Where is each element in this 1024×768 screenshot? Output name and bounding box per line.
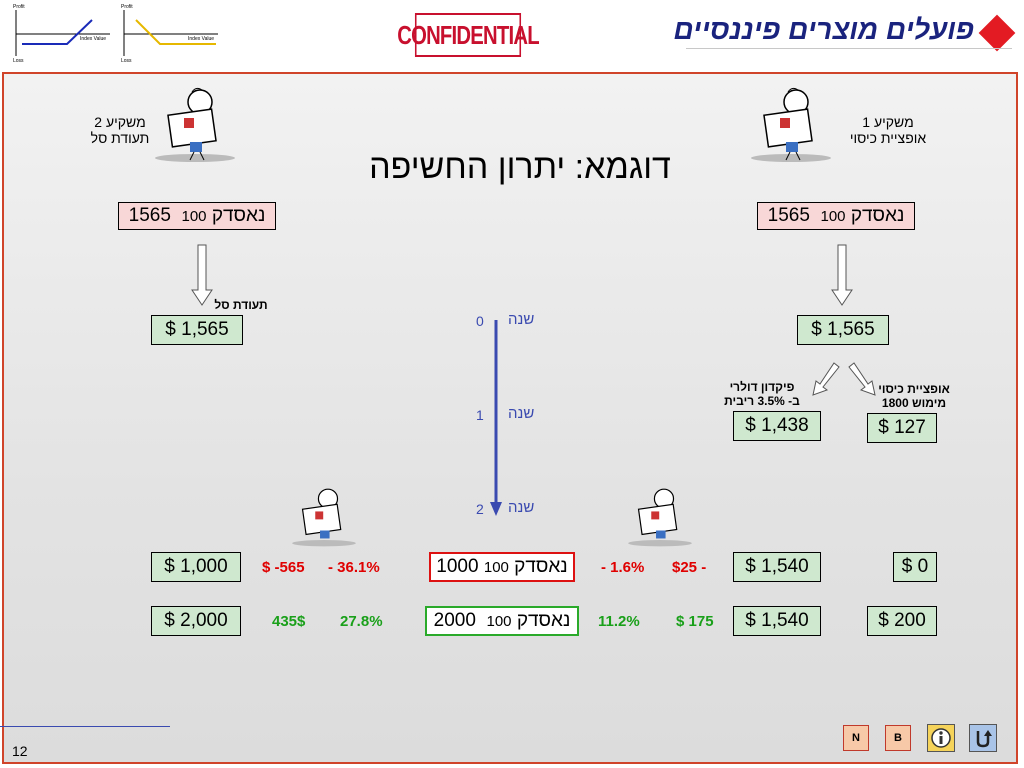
footer-line [0, 726, 170, 727]
split-arrow-left-icon [812, 362, 840, 396]
timeline-year-2-word: שנה [508, 499, 535, 516]
left-nasdaq-name: נאסדק [211, 205, 266, 226]
return-arrow-icon [976, 730, 992, 748]
scenario2-left-amount: $ 2,000 [151, 606, 241, 636]
scenario1-right-amount: $ 1,540 [733, 552, 821, 582]
slide-title: דוגמא: יתרון החשיפה [369, 148, 671, 186]
option-label-line1: אופציית כיסוי [878, 382, 950, 396]
scenario1-nasdaq-name: נאסדק [514, 556, 568, 577]
scenario1-nasdaq-100: 100 [483, 558, 509, 576]
header [0, 0, 1024, 72]
investor-reading-newspaper-icon [155, 87, 235, 162]
investor-2-name: משקיע 2 [94, 114, 146, 130]
left-initial-amount: $ 1,565 [151, 315, 243, 345]
split-arrow-right-icon [848, 362, 876, 396]
return-button[interactable] [969, 724, 997, 752]
scenario1-option-amount: $ 0 [893, 552, 937, 582]
right-nasdaq-box: נאסדק 100 1565 [757, 202, 915, 230]
left-nasdaq-value: 1565 [128, 205, 171, 226]
scenario2-nasdaq-value: 2000 [433, 610, 476, 631]
scenario2-right-amount: $ 1,540 [733, 606, 821, 636]
slide-frame [2, 72, 1018, 764]
deposit-label-line2: ב- 3.5% ריבית [724, 394, 800, 408]
back-button-label: B [894, 732, 902, 744]
logo-underline [686, 48, 1012, 49]
etf-label: תעודת סל [214, 298, 268, 312]
investor-reading-newspaper-icon [292, 488, 356, 547]
timeline-year-1-word: שנה [508, 405, 535, 422]
scenario1-left-pct: - 36.1% [328, 559, 380, 576]
right-nasdaq-name: נאסדק [850, 205, 905, 226]
chart-2-loss-label: Loss [121, 58, 132, 64]
scenario2-right-change: $ 175 [676, 613, 714, 630]
left-nasdaq-100: 100 [181, 207, 207, 225]
investor-reading-newspaper-icon [751, 87, 831, 162]
down-arrow-icon [191, 244, 213, 306]
timeline-year-2: 2 [476, 501, 484, 517]
chart-2-profit-label: Profit [121, 4, 133, 10]
next-button[interactable]: N [843, 725, 869, 751]
down-arrow-icon [831, 244, 853, 306]
option-label: אופציית כיסוי מימוש 1800 [862, 382, 966, 410]
payoff-chart-2-graphic [123, 10, 218, 56]
timeline-year-0: 0 [476, 313, 484, 329]
right-nasdaq-100: 100 [820, 207, 846, 225]
next-button-label: N [852, 732, 860, 744]
option-amount: $ 127 [867, 413, 937, 443]
left-nasdaq-box: נאסדק 100 1565 [118, 202, 276, 230]
chart-2-index-label: Index Value [188, 36, 215, 42]
investor-1-product: אופציית כיסוי [849, 130, 927, 146]
chart-1-profit-label: Profit [13, 4, 25, 10]
deposit-label: פיקדון דולרי ב- 3.5% ריבית [712, 380, 812, 408]
confidential-stamp: CONFIDENTIAL [397, 13, 540, 57]
option-label-line2: מימוש 1800 [881, 396, 947, 410]
timeline-year-0-word: שנה [508, 311, 535, 328]
scenario2-right-pct: 11.2% [598, 613, 640, 630]
investor-reading-newspaper-icon [628, 488, 692, 547]
timeline-arrow [490, 320, 502, 516]
investor-1-name: משקיע 1 [862, 114, 914, 130]
scenario1-right-change: $25 - [672, 559, 707, 576]
scenario1-left-amount: $ 1,000 [151, 552, 241, 582]
back-button[interactable]: B [885, 725, 911, 751]
scenario1-left-change: $ -565 [262, 559, 305, 576]
chart-1-index-label: Index Value [80, 36, 107, 42]
company-logo-text: פועלים מוצרים פיננסיים [673, 14, 974, 45]
scenario2-nasdaq-box: נאסדק 100 2000 [425, 606, 579, 636]
scenario1-right-pct: - 1.6% [601, 559, 645, 576]
payoff-chart-1-graphic [15, 10, 110, 56]
info-icon [931, 728, 951, 748]
scenario1-nasdaq-value: 1000 [436, 556, 479, 577]
right-initial-amount: $ 1,565 [797, 315, 889, 345]
scenario2-option-amount: $ 200 [867, 606, 937, 636]
scenario2-left-pct: 27.8% [340, 613, 383, 630]
timeline-year-1: 1 [476, 407, 484, 423]
scenario1-nasdaq-box: נאסדק 100 1000 [429, 552, 575, 582]
payoff-chart-1: Profit Loss Index Value [12, 4, 112, 64]
scenario2-left-change: 435$ [272, 613, 306, 630]
scenario2-nasdaq-name: נאסדק [516, 610, 571, 631]
scenario2-nasdaq-100: 100 [486, 612, 512, 630]
investor-2-label: משקיע 2 תעודת סל [70, 114, 170, 146]
info-button[interactable] [927, 724, 955, 752]
deposit-amount: $ 1,438 [733, 411, 821, 441]
investor-1-label: משקיע 1 אופציית כיסוי [838, 114, 938, 146]
deposit-label-line1: פיקדון דולרי [729, 380, 795, 394]
payoff-chart-2: Profit Loss Index Value [120, 4, 220, 64]
slide-number: 12 [12, 743, 28, 759]
investor-2-product: תעודת סל [90, 130, 150, 146]
chart-1-loss-label: Loss [13, 58, 24, 64]
right-nasdaq-value: 1565 [767, 205, 810, 226]
